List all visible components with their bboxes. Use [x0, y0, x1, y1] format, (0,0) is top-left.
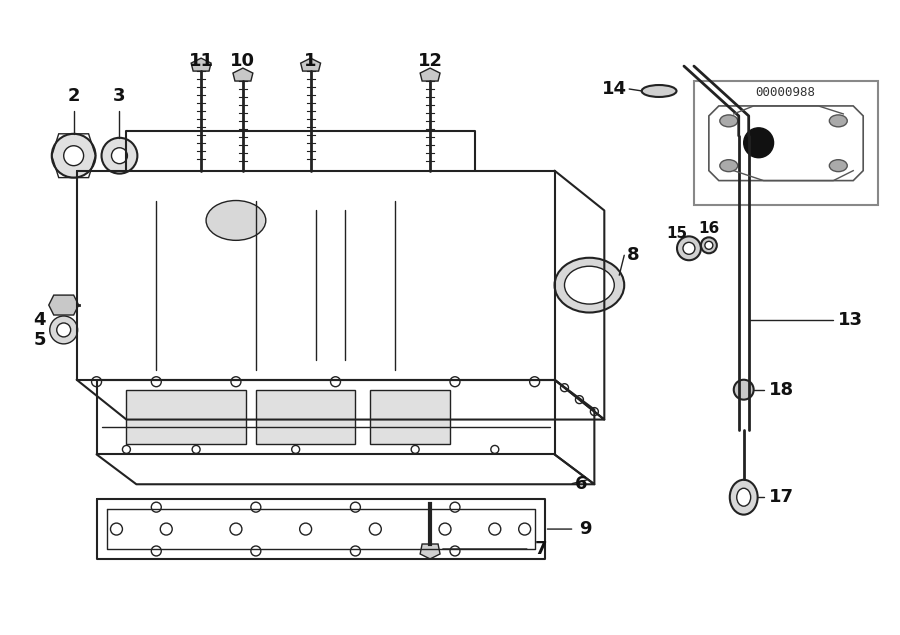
Circle shape — [705, 241, 713, 250]
Text: 13: 13 — [838, 311, 863, 329]
Circle shape — [411, 445, 419, 453]
Text: 4: 4 — [33, 311, 46, 329]
Text: 7: 7 — [535, 540, 547, 558]
Polygon shape — [49, 295, 78, 315]
Circle shape — [683, 243, 695, 254]
Circle shape — [561, 384, 569, 392]
Circle shape — [450, 502, 460, 512]
Circle shape — [491, 445, 499, 453]
Circle shape — [122, 445, 130, 453]
Text: 12: 12 — [418, 52, 443, 70]
Text: 3: 3 — [113, 87, 126, 105]
Circle shape — [330, 377, 340, 387]
Polygon shape — [301, 58, 320, 71]
Text: 00000988: 00000988 — [755, 86, 815, 100]
Circle shape — [369, 523, 382, 535]
Text: 8: 8 — [627, 246, 640, 264]
Polygon shape — [420, 68, 440, 81]
Text: 10: 10 — [230, 52, 256, 70]
Circle shape — [50, 316, 77, 344]
Text: 6: 6 — [574, 475, 587, 493]
Bar — [126, 390, 246, 444]
Ellipse shape — [737, 488, 751, 506]
Polygon shape — [420, 544, 440, 559]
Text: 15: 15 — [666, 226, 688, 241]
Circle shape — [350, 502, 360, 512]
Ellipse shape — [829, 115, 847, 127]
Ellipse shape — [642, 85, 677, 97]
Polygon shape — [233, 68, 253, 81]
Circle shape — [350, 546, 360, 556]
Bar — [370, 390, 450, 444]
Text: 1: 1 — [304, 52, 317, 70]
Circle shape — [112, 148, 128, 164]
Circle shape — [450, 546, 460, 556]
Bar — [694, 81, 878, 206]
Text: 14: 14 — [602, 80, 627, 98]
Polygon shape — [191, 58, 211, 71]
Ellipse shape — [564, 266, 615, 304]
Circle shape — [160, 523, 172, 535]
Text: 2: 2 — [68, 87, 80, 105]
Circle shape — [192, 445, 200, 453]
Circle shape — [734, 380, 753, 399]
Circle shape — [575, 396, 583, 404]
Text: 5: 5 — [33, 331, 46, 349]
Circle shape — [251, 546, 261, 556]
Bar — [256, 390, 356, 444]
Circle shape — [677, 236, 701, 260]
Circle shape — [590, 408, 598, 415]
Circle shape — [102, 138, 138, 173]
Circle shape — [151, 377, 161, 387]
Circle shape — [151, 502, 161, 512]
Text: 9: 9 — [580, 520, 592, 538]
Text: 17: 17 — [769, 488, 794, 506]
Circle shape — [743, 128, 774, 157]
Text: 11: 11 — [189, 52, 213, 70]
Circle shape — [530, 377, 540, 387]
Circle shape — [729, 121, 759, 150]
Circle shape — [518, 523, 531, 535]
Circle shape — [230, 523, 242, 535]
Ellipse shape — [730, 480, 758, 514]
Circle shape — [489, 523, 500, 535]
Text: 18: 18 — [769, 381, 794, 399]
Circle shape — [450, 377, 460, 387]
Circle shape — [251, 502, 261, 512]
Circle shape — [231, 377, 241, 387]
Ellipse shape — [554, 258, 625, 312]
Circle shape — [300, 523, 311, 535]
Ellipse shape — [720, 159, 738, 171]
Circle shape — [292, 445, 300, 453]
Ellipse shape — [206, 201, 266, 240]
Circle shape — [57, 323, 71, 337]
Circle shape — [151, 546, 161, 556]
Circle shape — [439, 523, 451, 535]
Ellipse shape — [720, 115, 738, 127]
Circle shape — [51, 134, 95, 178]
Text: 16: 16 — [698, 221, 719, 236]
Circle shape — [92, 377, 102, 387]
Circle shape — [111, 523, 122, 535]
Circle shape — [64, 146, 84, 166]
Circle shape — [701, 237, 716, 253]
Ellipse shape — [829, 159, 847, 171]
